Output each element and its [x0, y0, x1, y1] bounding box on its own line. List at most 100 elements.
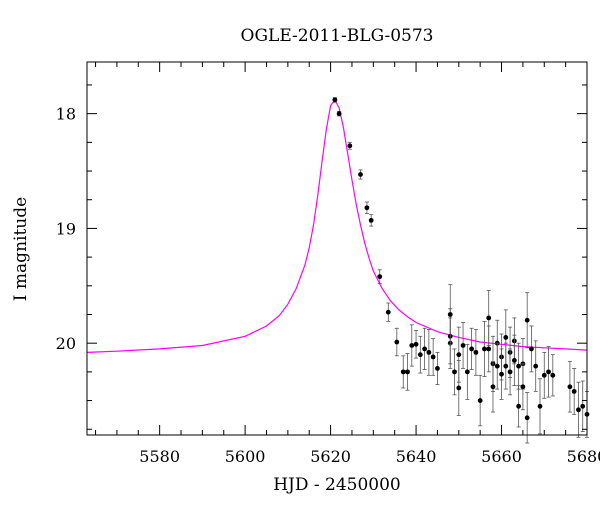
- data-point: [364, 201, 370, 214]
- data-point: [503, 342, 509, 390]
- data-marker: [456, 385, 462, 391]
- data-point: [332, 97, 338, 103]
- data-marker: [524, 415, 530, 421]
- data-marker: [533, 363, 539, 369]
- data-point: [473, 329, 479, 376]
- model-curve: [86, 98, 588, 353]
- data-point: [452, 348, 457, 396]
- data-points: [332, 97, 590, 444]
- x-tick-label: 5660: [481, 447, 522, 466]
- data-marker: [385, 309, 391, 315]
- data-point: [511, 334, 517, 387]
- data-marker: [456, 352, 462, 358]
- data-marker: [413, 341, 419, 347]
- y-axis-label: I magnitude: [11, 197, 31, 301]
- data-point: [486, 325, 492, 373]
- plot-area: [86, 97, 590, 444]
- data-marker: [332, 97, 338, 103]
- data-point: [469, 327, 475, 370]
- y-tick-label: 18: [56, 105, 76, 124]
- data-marker: [400, 369, 406, 375]
- data-point: [430, 338, 436, 376]
- data-marker: [503, 363, 509, 369]
- data-point: [541, 351, 547, 399]
- data-marker: [464, 369, 470, 375]
- x-tick-label: 5580: [139, 447, 180, 466]
- data-point: [490, 361, 496, 413]
- data-marker: [571, 388, 577, 394]
- data-point: [571, 368, 577, 415]
- data-marker: [469, 346, 475, 352]
- data-marker: [486, 315, 492, 321]
- data-marker: [347, 143, 353, 149]
- data-marker: [529, 346, 534, 352]
- data-point: [516, 385, 522, 428]
- chart-title: OGLE-2011-BLG-0573: [241, 26, 434, 46]
- data-marker: [358, 172, 363, 177]
- data-point: [405, 353, 410, 391]
- data-point: [477, 374, 483, 427]
- data-point: [409, 324, 415, 367]
- data-point: [580, 380, 586, 432]
- data-point: [413, 330, 419, 359]
- data-marker: [477, 398, 483, 403]
- data-marker: [405, 369, 410, 375]
- data-point: [520, 363, 526, 411]
- x-axis-label: HJD - 2450000: [273, 475, 401, 495]
- data-point: [385, 302, 391, 322]
- data-point: [507, 348, 513, 396]
- data-marker: [567, 384, 573, 390]
- data-marker: [490, 384, 496, 390]
- data-point: [456, 359, 462, 416]
- data-marker: [546, 369, 551, 375]
- data-point: [516, 342, 522, 390]
- data-point: [394, 327, 400, 357]
- data-marker: [364, 205, 370, 211]
- data-point: [546, 346, 551, 398]
- data-point: [567, 361, 573, 413]
- data-point: [524, 292, 530, 349]
- y-axis: 18 19 20: [56, 84, 587, 430]
- data-marker: [460, 343, 466, 348]
- data-marker: [422, 346, 428, 352]
- data-marker: [499, 371, 504, 377]
- data-point: [368, 214, 374, 227]
- data-point: [417, 335, 423, 374]
- data-point: [464, 343, 470, 400]
- data-point: [336, 110, 342, 117]
- x-tick-label: 5620: [310, 447, 351, 466]
- data-marker: [580, 403, 586, 409]
- data-marker: [486, 346, 492, 352]
- data-marker: [524, 317, 530, 323]
- data-point: [358, 169, 363, 180]
- data-marker: [576, 407, 581, 413]
- data-marker: [507, 369, 513, 375]
- data-point: [426, 329, 432, 376]
- data-marker: [336, 111, 342, 117]
- data-marker: [511, 358, 517, 363]
- data-marker: [503, 335, 509, 340]
- data-point: [529, 325, 534, 373]
- y-tick-label: 20: [56, 334, 76, 353]
- data-marker: [550, 372, 556, 378]
- data-point: [576, 381, 581, 438]
- x-tick-label: 5680: [567, 447, 600, 466]
- data-marker: [447, 312, 453, 317]
- x-axis: 5580 5600 5620 5640 5660 5680: [95, 62, 600, 466]
- x-tick-label: 5640: [396, 447, 437, 466]
- data-point: [494, 342, 500, 390]
- plot-frame: [86, 61, 588, 436]
- data-marker: [482, 346, 487, 352]
- data-marker: [494, 363, 500, 369]
- data-point: [435, 351, 440, 385]
- data-point: [482, 320, 487, 377]
- data-point: [460, 322, 466, 369]
- data-marker: [417, 352, 423, 358]
- data-marker: [541, 372, 547, 378]
- data-marker: [368, 217, 374, 223]
- data-marker: [409, 343, 415, 348]
- data-point: [550, 354, 556, 397]
- data-marker: [377, 274, 383, 280]
- data-marker: [435, 366, 440, 371]
